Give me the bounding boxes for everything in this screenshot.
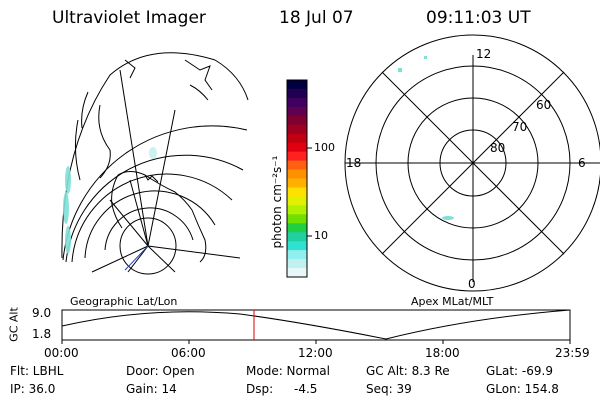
colorbar-ticks xyxy=(307,147,312,237)
info-gc-alt: GC Alt: 8.3 Re xyxy=(366,364,450,378)
colorbar-segment xyxy=(287,115,307,126)
colorbar-segment xyxy=(287,142,307,153)
colorbar-segment xyxy=(287,169,307,179)
colorbar-segment xyxy=(287,178,307,188)
mlt-label-12: 12 xyxy=(476,47,492,61)
info-seq: Seq: 39 xyxy=(366,382,412,396)
polar-caption: Apex MLat/MLT xyxy=(411,295,494,308)
altitude-plot-frame xyxy=(61,309,571,341)
altitude-curve xyxy=(61,309,571,340)
mlt-label-0: 0 xyxy=(468,277,476,291)
colorbar xyxy=(286,79,308,278)
info-door: Door: Open xyxy=(126,364,195,378)
colorbar-segment xyxy=(287,160,307,171)
info-dsp-value: -4.5 xyxy=(294,382,318,396)
colorbar-segment xyxy=(287,241,307,251)
colorbar-segment xyxy=(287,223,307,233)
colorbar-segment xyxy=(287,97,307,108)
geographic-panel xyxy=(61,52,249,275)
xtick-0000: 00:00 xyxy=(44,346,79,360)
colorbar-segment xyxy=(287,250,307,260)
time-label: 09:11:03 UT xyxy=(426,8,531,28)
mlt-label-6: 6 xyxy=(578,156,586,170)
mlat-label-60: 60 xyxy=(536,98,552,112)
xtick-1800: 18:00 xyxy=(425,346,460,360)
colorbar-segment xyxy=(287,196,307,206)
colorbar-segment xyxy=(287,205,307,215)
colorbar-segment xyxy=(287,80,307,90)
info-dsp-label: Dsp: xyxy=(246,382,274,396)
aurora-emission-right xyxy=(398,56,454,220)
polar-panel xyxy=(344,34,600,292)
colorbar-tick-10: 10 xyxy=(314,229,328,242)
colorbar-segment xyxy=(287,232,307,242)
info-mode: Mode: Normal xyxy=(246,364,330,378)
colorbar-label: photon cm⁻²s⁻¹ xyxy=(270,155,284,249)
info-filter: Flt: LBHL xyxy=(10,364,64,378)
info-glon: GLon: 154.8 xyxy=(486,382,559,396)
colorbar-tick-100: 100 xyxy=(314,141,335,154)
xtick-1200: 12:00 xyxy=(298,346,333,360)
info-glat: GLat: -69.9 xyxy=(486,364,553,378)
info-gain: Gain: 14 xyxy=(126,382,177,396)
mlat-label-70: 70 xyxy=(512,120,528,134)
mlat-label-80: 80 xyxy=(490,141,506,155)
lat-circle-1 xyxy=(119,217,177,275)
colorbar-segment xyxy=(287,151,307,162)
colorbar-segment xyxy=(287,259,307,269)
colorbar-segment xyxy=(287,133,307,144)
colorbar-segment xyxy=(287,214,307,224)
altitude-plot xyxy=(61,309,571,344)
altitude-ymin: 1.8 xyxy=(32,327,52,341)
colorbar-segment xyxy=(287,106,307,117)
colorbar-segment xyxy=(287,187,307,197)
altitude-ylabel: GC Alt xyxy=(7,307,21,342)
altitude-ymax: 9.0 xyxy=(32,306,52,320)
colorbar-segment xyxy=(287,124,307,135)
geographic-caption: Geographic Lat/Lon xyxy=(70,295,178,308)
mlt-label-18: 18 xyxy=(346,156,362,170)
colorbar-segment xyxy=(287,268,307,278)
app-title: Ultraviolet Imager xyxy=(52,8,206,28)
colorbar-segment xyxy=(287,88,307,99)
date-label: 18 Jul 07 xyxy=(279,8,354,28)
aurora-emission-left xyxy=(63,147,157,254)
xtick-0600: 06:00 xyxy=(171,346,206,360)
xtick-2359: 23:59 xyxy=(555,346,590,360)
info-ip: IP: 36.0 xyxy=(10,382,56,396)
colorbar-frame xyxy=(286,79,308,278)
